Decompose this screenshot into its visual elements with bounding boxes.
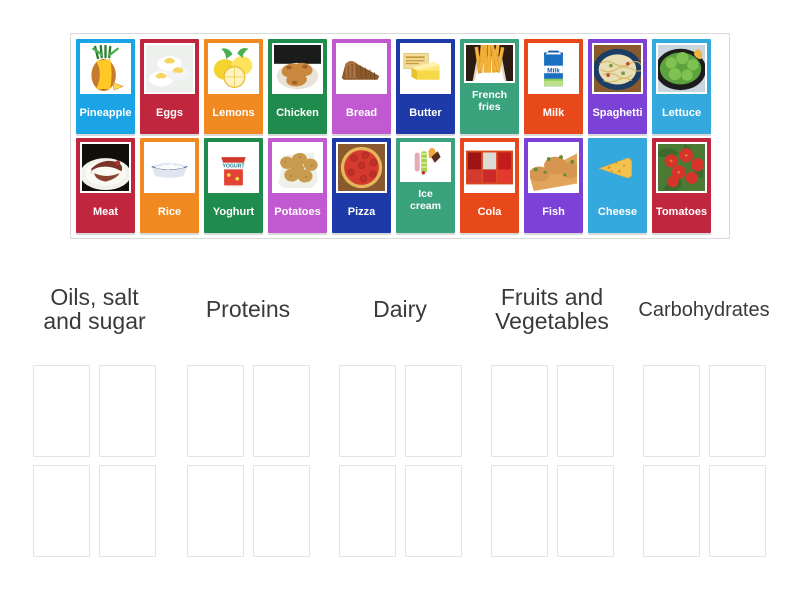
svg-text:YOGURT: YOGURT xyxy=(222,164,245,170)
svg-text:Milk: Milk xyxy=(547,67,560,74)
